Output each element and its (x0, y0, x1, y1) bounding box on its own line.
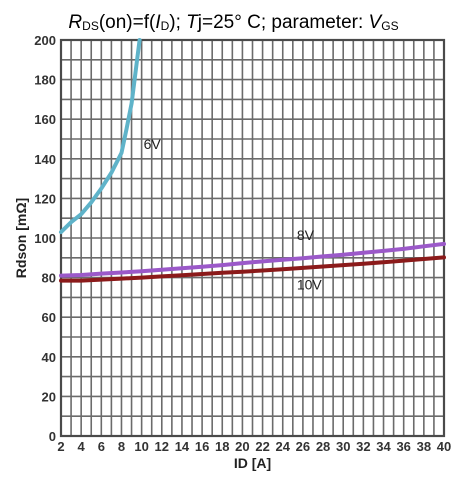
x-tick-label: 24 (276, 439, 291, 454)
x-tick-label: 28 (316, 439, 330, 454)
y-tick-label: 180 (34, 73, 56, 88)
title-v-subscript: GS (381, 19, 399, 33)
title-i-subscript: D (160, 19, 170, 33)
x-tick-label: 16 (195, 439, 209, 454)
x-tick-label: 34 (376, 439, 391, 454)
series-label-8v: 8V (297, 227, 315, 243)
title-on-text: (on)=f( (98, 12, 156, 33)
series-line-6v (59, 38, 142, 235)
series-labels: 6V 8V 10V (144, 136, 323, 293)
x-tick-label: 10 (134, 439, 148, 454)
x-tick-label: 12 (155, 439, 169, 454)
title-t-symbol: T (186, 12, 198, 33)
y-tick-label: 80 (42, 271, 56, 286)
title-parameter-text: j=25° C; parameter: (197, 12, 369, 33)
title-after-i: ); (169, 12, 187, 33)
x-tick-label: 40 (437, 439, 451, 454)
plot-frame (59, 38, 446, 438)
series-line-10v (59, 255, 446, 283)
y-tick-label: 140 (34, 152, 56, 167)
x-tick-label: 2 (57, 439, 64, 454)
title-i-symbol: I (155, 12, 161, 33)
series-label-10v: 10V (297, 276, 323, 292)
y-tick-label: 0 (49, 429, 56, 444)
grid (61, 40, 444, 436)
title-r-symbol: R (68, 12, 83, 33)
x-tick-label: 30 (336, 439, 350, 454)
x-tick-label: 36 (396, 439, 410, 454)
x-tick-label: 26 (296, 439, 310, 454)
x-tick-label: 14 (175, 439, 190, 454)
plot-border (59, 38, 446, 438)
y-tick-label: 120 (34, 191, 56, 206)
title-r-subscript: DS (82, 19, 99, 33)
y-axis-label: Rdson [mΩ] (13, 198, 29, 278)
title-v-symbol: V (368, 12, 382, 33)
x-tick-label: 6 (98, 439, 105, 454)
y-tick-label: 200 (34, 33, 56, 48)
x-tick-label: 32 (356, 439, 370, 454)
y-tick-label: 20 (42, 389, 56, 404)
x-tick-label: 18 (215, 439, 229, 454)
series-line-8v (59, 241, 446, 278)
series-lines (59, 38, 446, 283)
x-tick-label: 22 (255, 439, 269, 454)
x-tick-label: 4 (78, 439, 86, 454)
y-tick-label: 60 (42, 310, 56, 325)
x-tick-label: 20 (235, 439, 249, 454)
x-tick-label: 8 (118, 439, 125, 454)
y-tick-label: 160 (34, 112, 56, 127)
x-tick-label: 38 (417, 439, 431, 454)
y-tick-label: 100 (34, 231, 56, 246)
series-label-6v: 6V (144, 136, 162, 152)
x-axis-label: ID [A] (234, 455, 271, 471)
chart-title: RDS(on)=f(ID); Tj=25° C; parameter: VGS (0, 12, 467, 34)
y-tick-label: 40 (42, 350, 56, 365)
